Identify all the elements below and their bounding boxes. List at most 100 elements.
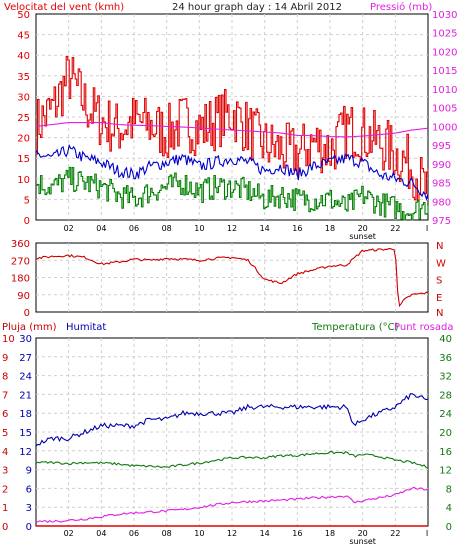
climate-panel-time-tick: 10 xyxy=(194,529,204,538)
wind-panel-time-tick: 04 xyxy=(96,224,106,233)
climate-panel-time-tick: 20 xyxy=(358,529,368,538)
temperature-axis-tick: 0 xyxy=(446,522,452,533)
temperature-axis-tick: 24 xyxy=(439,409,452,420)
direction-axis-tick: 90 xyxy=(17,291,30,302)
rain-label: Pluja (mm) xyxy=(2,322,57,333)
pressure-axis-tick: 990 xyxy=(432,160,451,171)
wind-direction-line xyxy=(35,248,429,308)
rain-axis-tick: 0 xyxy=(2,522,8,533)
rain-axis-tick: 1 xyxy=(2,503,8,514)
dewpoint-line xyxy=(35,486,429,524)
wind-panel-time-tick: 12 xyxy=(227,224,237,233)
temperature-axis-tick: 8 xyxy=(446,484,452,495)
wind-axis-tick: 10 xyxy=(17,175,30,186)
humidity-axis-tick: 21 xyxy=(19,390,32,401)
temperature-label: Temperatura (°C) xyxy=(311,322,399,333)
climate-panel-time-tick: 04 xyxy=(96,529,106,538)
temperature-axis-tick: 40 xyxy=(439,334,452,345)
rain-axis-tick: 6 xyxy=(2,409,8,420)
wind-axis-tick: 0 xyxy=(24,216,30,227)
rain-axis-tick: 8 xyxy=(2,372,8,383)
rain-axis-tick: 7 xyxy=(2,390,8,401)
wind-speed-label: Velocitat del vent (kmh) xyxy=(4,2,124,13)
pressure-axis-tick: 975 xyxy=(432,216,451,227)
wind-panel-sunset-label: sunset xyxy=(349,232,376,241)
climate-panel-sunset-label: sunset xyxy=(349,537,376,546)
rain-axis-tick: 2 xyxy=(2,484,8,495)
wind-panel-time-tick: 14 xyxy=(260,224,270,233)
humidity-axis-tick: 24 xyxy=(19,372,32,383)
humidity-axis-tick: 3 xyxy=(26,503,32,514)
climate-panel-time-tick: 08 xyxy=(162,529,172,538)
climate-panel-end-mark: I xyxy=(426,529,428,538)
temperature-axis-tick: 4 xyxy=(446,503,452,514)
direction-compass-label: E xyxy=(436,293,442,304)
pressure-axis-tick: 980 xyxy=(432,197,451,208)
humidity-axis-tick: 0 xyxy=(26,522,32,533)
pressure-axis-tick: 995 xyxy=(432,141,451,152)
climate-panel-time-tick: 16 xyxy=(292,529,302,538)
pressure-label: Pressió (mb) xyxy=(370,1,432,13)
pressure-axis-tick: 1000 xyxy=(432,122,457,133)
rain-axis-tick: 9 xyxy=(2,353,8,364)
dewpoint-label: Punt rosada xyxy=(394,322,453,333)
temperature-axis-tick: 20 xyxy=(439,428,452,439)
direction-compass-label: N xyxy=(436,241,443,252)
graph-title: 24 hour graph day : 14 Abril 2012 xyxy=(172,2,342,13)
pressure-axis-tick: 1030 xyxy=(432,10,457,21)
direction-axis-tick: 0 xyxy=(24,308,30,319)
temperature-line xyxy=(35,451,429,469)
humidity-axis-tick: 12 xyxy=(19,447,32,458)
wind-panel-time-tick: 20 xyxy=(358,224,368,233)
climate-panel-time-tick: 06 xyxy=(129,529,139,538)
pressure-axis-tick: 985 xyxy=(432,179,451,190)
direction-compass-label: S xyxy=(436,276,442,287)
direction-axis-tick: 360 xyxy=(11,239,30,250)
humidity-axis-tick: 15 xyxy=(19,428,32,439)
wind-axis-tick: 20 xyxy=(17,134,30,145)
wind-panel-time-tick: 08 xyxy=(162,224,172,233)
temperature-axis-tick: 16 xyxy=(439,447,452,458)
wind-axis-tick: 45 xyxy=(17,31,30,42)
direction-axis-tick: 180 xyxy=(11,274,30,285)
pressure-axis-tick: 1020 xyxy=(432,47,457,58)
wind-axis-tick: 15 xyxy=(17,154,30,165)
direction-compass-label: W xyxy=(436,258,446,269)
wind-panel-end-mark: I xyxy=(426,224,428,233)
humidity-line xyxy=(35,393,429,447)
humidity-axis-tick: 27 xyxy=(19,353,32,364)
humidity-axis-tick: 6 xyxy=(26,484,32,495)
wind-axis-tick: 50 xyxy=(17,10,30,21)
wind-min-line xyxy=(36,166,429,221)
humidity-axis-tick: 9 xyxy=(26,466,32,477)
pressure-axis-tick: 1015 xyxy=(432,66,457,77)
climate-panel-time-tick: 02 xyxy=(64,529,74,538)
wind-axis-tick: 35 xyxy=(17,72,30,83)
pressure-axis-tick: 1005 xyxy=(432,104,457,115)
wind-axis-tick: 40 xyxy=(17,51,30,62)
rain-axis-tick: 10 xyxy=(2,334,15,345)
wind-axis-tick: 25 xyxy=(17,113,30,124)
pressure-line xyxy=(35,122,429,138)
pressure-axis-tick: 1010 xyxy=(432,85,457,96)
humidity-label: Humitat xyxy=(66,322,106,333)
humidity-axis-tick: 18 xyxy=(19,409,32,420)
wind-panel-time-tick: 18 xyxy=(325,224,335,233)
rain-axis-tick: 5 xyxy=(2,428,8,439)
climate-panel-frame xyxy=(35,337,429,527)
direction-axis-tick: 270 xyxy=(11,256,30,267)
humidity-axis-tick: 30 xyxy=(19,334,32,345)
temperature-axis-tick: 36 xyxy=(439,353,452,364)
pressure-axis-tick: 1025 xyxy=(432,29,457,40)
wind-panel-time-tick: 02 xyxy=(64,224,74,233)
rain-axis-tick: 4 xyxy=(2,447,8,458)
climate-panel-time-tick: 14 xyxy=(260,529,270,538)
direction-panel-frame xyxy=(35,242,429,313)
temperature-axis-tick: 28 xyxy=(439,390,452,401)
wind-panel-time-tick: 22 xyxy=(390,224,400,233)
climate-panel-time-tick: 22 xyxy=(390,529,400,538)
temperature-axis-tick: 12 xyxy=(439,466,452,477)
wind-panel-time-tick: 16 xyxy=(292,224,302,233)
temperature-axis-tick: 32 xyxy=(439,372,452,383)
